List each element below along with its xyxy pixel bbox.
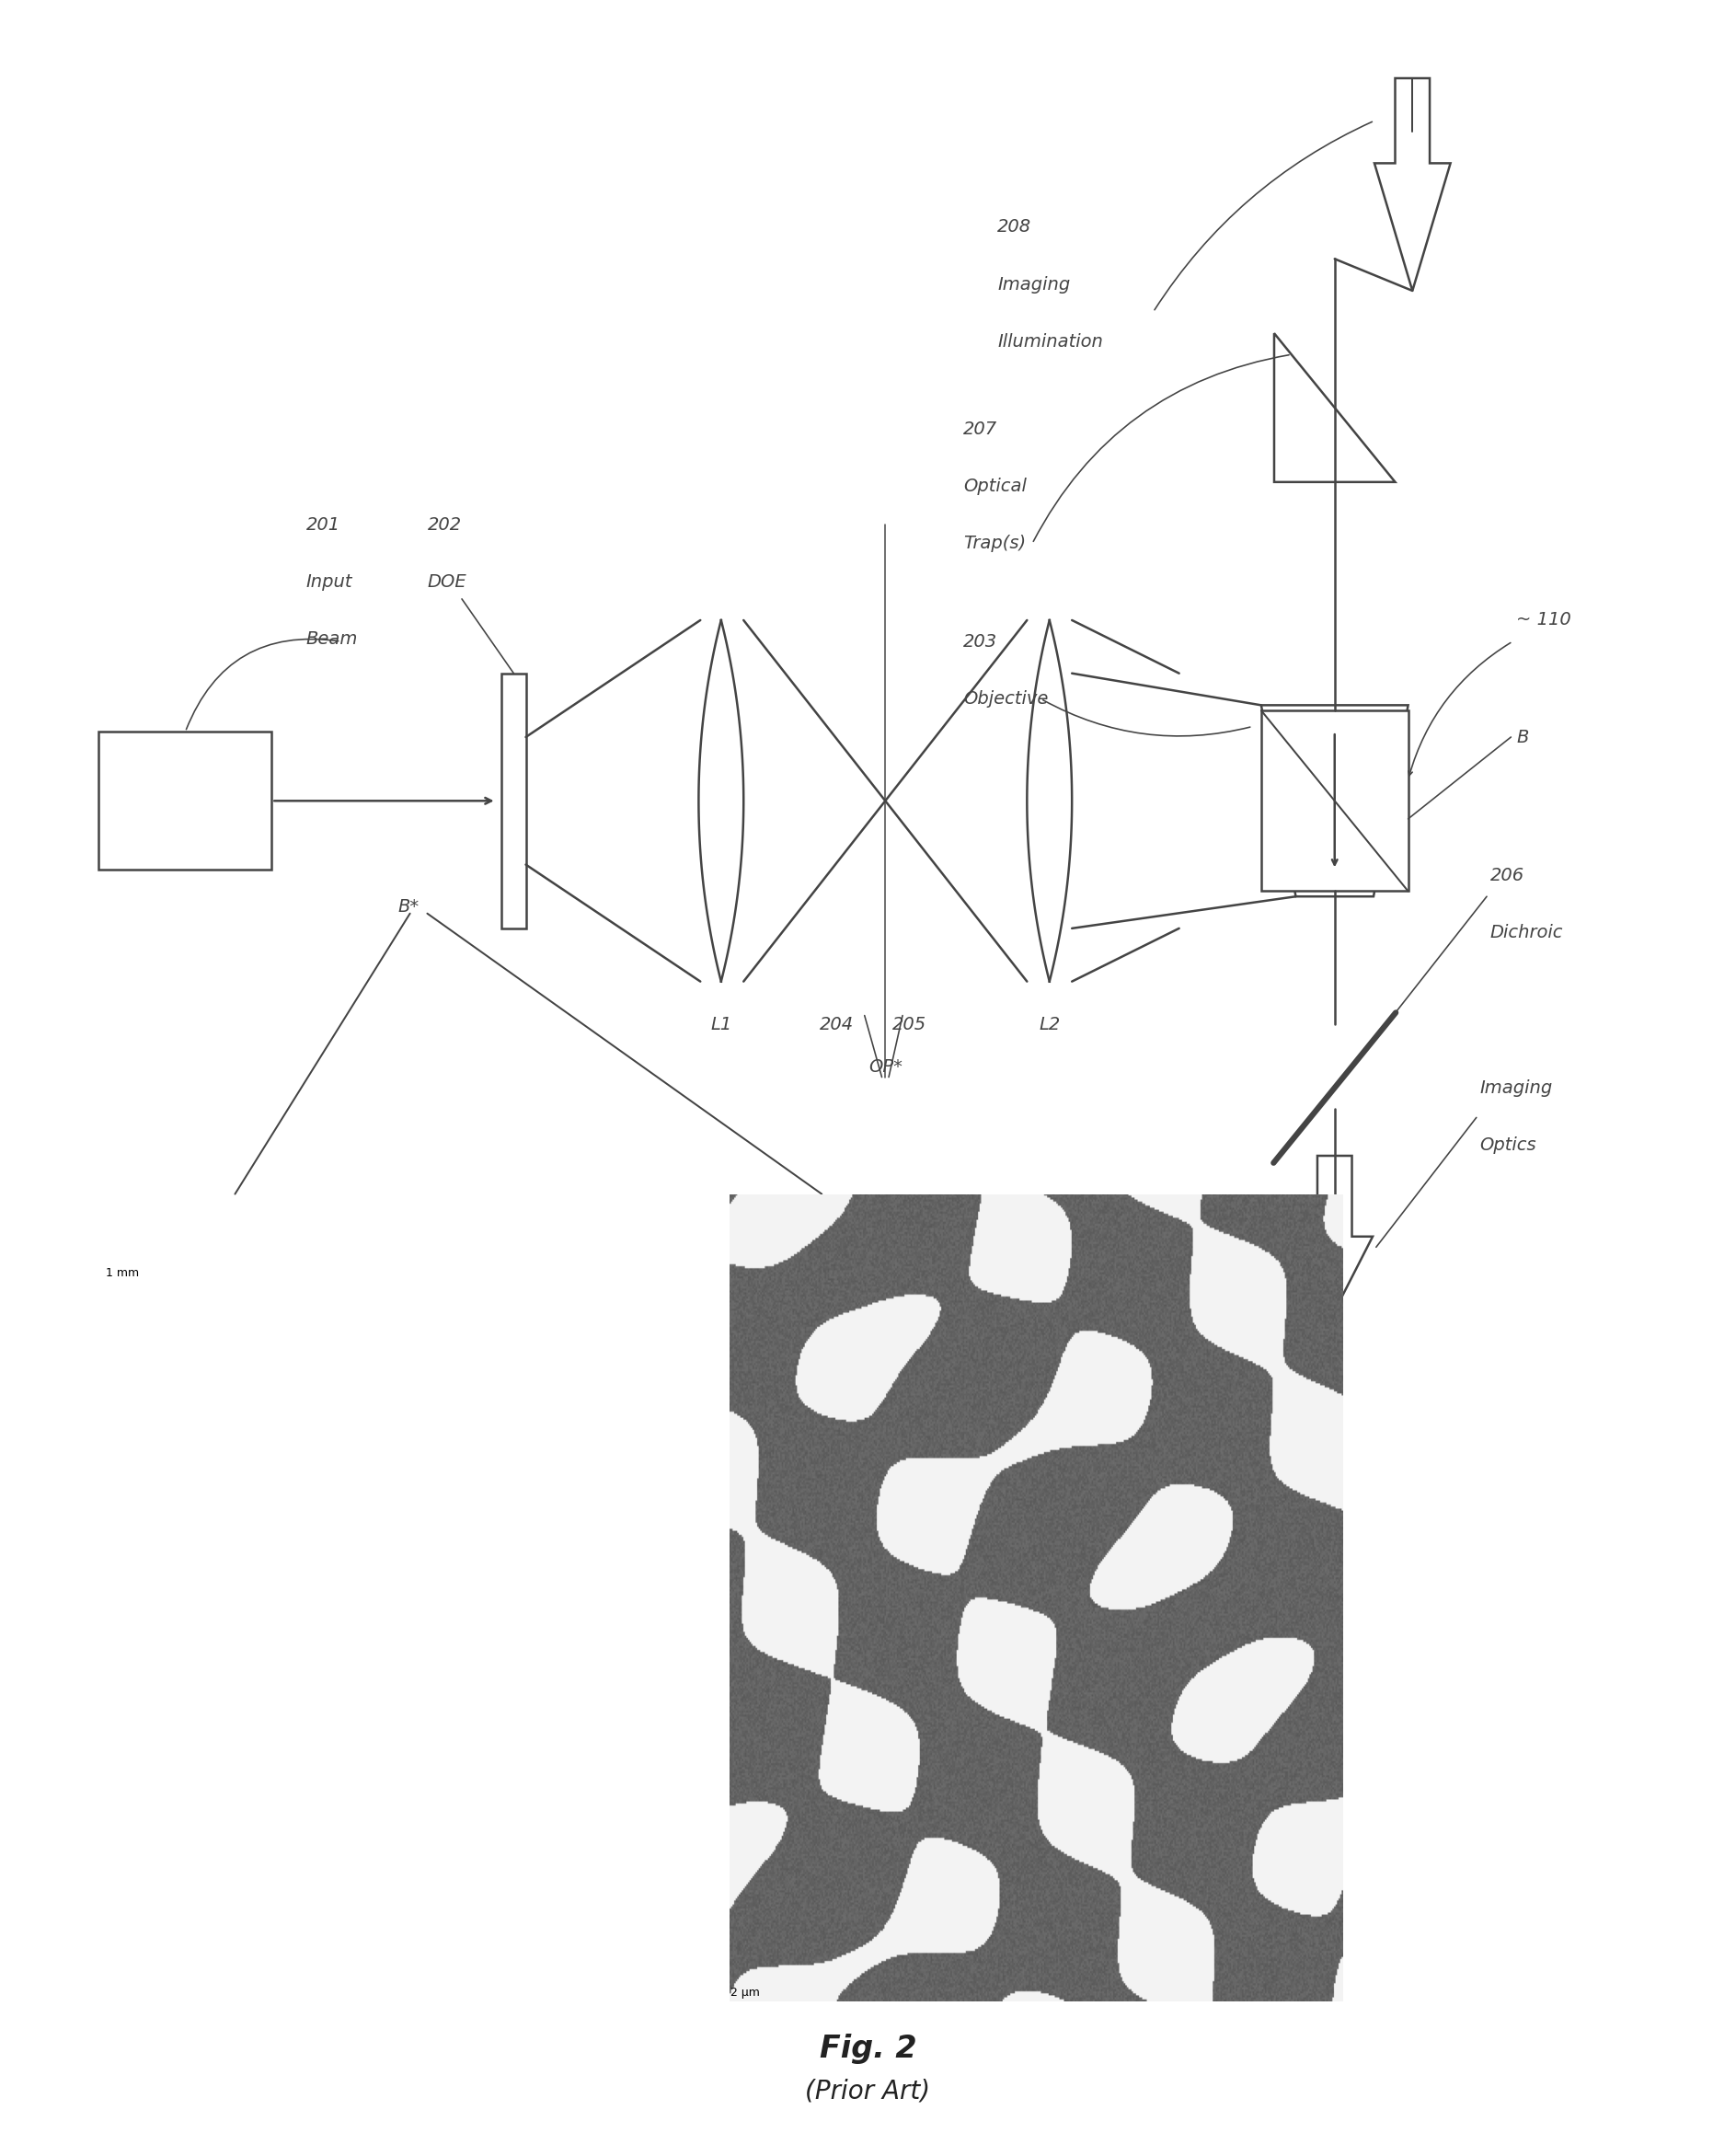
Text: L2: L2 (1038, 1015, 1061, 1032)
Text: 204: 204 (819, 1015, 854, 1032)
Text: 207: 207 (963, 420, 996, 437)
Text: Fig. 2: Fig. 2 (819, 2033, 917, 2063)
Text: Objective: Objective (963, 691, 1049, 708)
Bar (99, 732, 273, 870)
Text: (Prior Art): (Prior Art) (806, 2078, 930, 2103)
Text: Input: Input (306, 574, 352, 591)
Text: Beam: Beam (306, 631, 358, 648)
Text: 201: 201 (306, 516, 340, 533)
Text: Optics: Optics (1479, 1137, 1536, 1154)
Text: B*: B* (398, 898, 418, 915)
Text: ~ 110: ~ 110 (1516, 612, 1571, 629)
Text: Trap(s): Trap(s) (963, 535, 1026, 552)
Text: Optical: Optical (963, 478, 1026, 495)
Text: B: B (1516, 727, 1528, 747)
Bar (502, 674, 526, 928)
Text: L1: L1 (710, 1015, 733, 1032)
Text: Imaging: Imaging (998, 275, 1071, 292)
Text: Dichroic: Dichroic (1489, 924, 1564, 941)
Text: 203: 203 (963, 634, 996, 651)
Text: Illumination: Illumination (998, 333, 1104, 350)
Bar (1260, 710, 1408, 892)
Text: 205: 205 (892, 1015, 927, 1032)
Text: 208: 208 (998, 218, 1031, 237)
Text: Imaging: Imaging (1479, 1079, 1552, 1096)
Text: 202: 202 (427, 516, 462, 533)
Text: OP*: OP* (868, 1058, 903, 1075)
Text: DOE: DOE (427, 574, 467, 591)
Text: 206: 206 (1489, 866, 1524, 883)
